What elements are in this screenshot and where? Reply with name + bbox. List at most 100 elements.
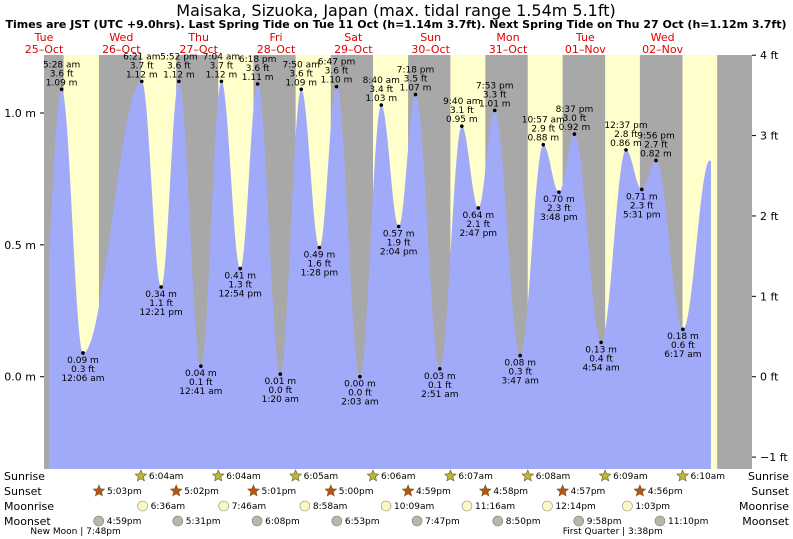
chart-subtitle: Times are JST (UTC +9.0hrs). Last Spring… (6, 18, 787, 31)
m-tick-label: 0.0 m (4, 371, 36, 384)
tide-label: 0.0 ft (348, 389, 372, 399)
row-label-right: Moonset (742, 515, 789, 528)
day-name: Sun (420, 31, 441, 44)
sunset-icon (247, 484, 260, 497)
tide-point (334, 84, 339, 89)
tide-label: 0.01 m (264, 377, 296, 387)
tide-label: 1.11 m (242, 73, 274, 83)
moonset-time: 7:47pm (425, 517, 460, 527)
day-date: 30–Oct (411, 43, 450, 56)
moonset-icon (93, 515, 105, 527)
tide-label: 0.09 m (67, 356, 99, 366)
tide-point (379, 103, 384, 107)
tide-point (177, 79, 181, 84)
tide-label: 12:54 pm (219, 290, 262, 300)
tide-label: 12:37 pm (604, 121, 647, 131)
sunset-time: 5:00pm (339, 487, 374, 497)
tide-label: 7:50 am (283, 60, 320, 70)
moonrise-icon (542, 500, 553, 512)
moonset-time: 6:53pm (345, 517, 380, 527)
tide-point (681, 327, 685, 332)
day-date: 28–Oct (257, 43, 296, 56)
sun-moon-events: Sunrise Sunrise Sunset Sunset Moonrise Moonri… (4, 469, 790, 537)
day-name: Mon (496, 31, 519, 44)
sunrise-icon (598, 469, 612, 482)
moonrise-icon (380, 500, 392, 512)
tide-label: 3.7 ft (130, 61, 154, 71)
tide-point (518, 353, 522, 358)
moonset-time: 6:08pm (265, 517, 300, 527)
sunrise-time: 6:09am (613, 472, 648, 482)
sunrise-time: 6:08am (536, 472, 571, 482)
tide-label: 7:18 pm (397, 66, 435, 76)
day-date: 25–Oct (25, 43, 64, 56)
sunset-icon (401, 484, 415, 497)
tide-label: 0.57 m (383, 229, 415, 239)
ft-tick-label: 4 ft (760, 49, 779, 62)
tide-point (81, 351, 85, 355)
moon-phase-label: First Quarter | 3:38pm (563, 527, 663, 537)
tide-label: 2.3 ft (630, 201, 654, 211)
sunset-icon (324, 484, 338, 497)
sunrise-icon (366, 469, 380, 482)
tide-label: 2.7 ft (644, 140, 668, 150)
tide-label: 3.6 ft (246, 64, 270, 74)
chart-title: Maisaka, Sizuoka, Japan (max. tidal rang… (176, 1, 615, 20)
moonrise-time: 8:58am (313, 502, 348, 512)
sunrise-icon (676, 469, 689, 482)
tide-label: 0.64 m (462, 211, 494, 221)
sunset-time: 4:56pm (648, 487, 683, 497)
tide-label: 1.01 m (479, 99, 511, 109)
tide-point (59, 87, 64, 92)
tide-point (139, 79, 144, 84)
tide-label: 2:51 am (421, 390, 458, 400)
day-date: 01–Nov (565, 43, 606, 56)
tide-label: 1.9 ft (387, 238, 411, 248)
tide-label: 1.1 ft (149, 299, 173, 309)
sunset-time: 5:02pm (184, 487, 219, 497)
tide-label: 3.6 ft (167, 61, 191, 71)
tide-label: 7:53 pm (476, 81, 514, 91)
tide-label: 2.9 ft (531, 125, 555, 135)
day-name: Tue (575, 31, 595, 44)
sunset-time: 4:57pm (571, 487, 606, 497)
tide-label: 0.1 ft (428, 381, 452, 391)
ft-tick-label: 0 ft (760, 371, 779, 384)
day-name: Fri (269, 31, 282, 44)
moonset-icon (331, 515, 343, 527)
tide-point (278, 372, 283, 376)
moonrise-icon (218, 500, 229, 512)
tide-point (599, 340, 603, 345)
tide-label: 5:52 pm (160, 52, 198, 62)
tide-label: 2.1 ft (466, 220, 490, 230)
tide-label: 12:41 am (179, 387, 222, 397)
tide-label: 0.70 m (543, 195, 575, 205)
day-labels: Tue25–OctWed26–OctThu27–OctFri28–OctSat2… (25, 31, 684, 56)
tide-point (639, 187, 644, 192)
moonrise-time: 1:03pm (635, 502, 670, 512)
sunset-time: 5:03pm (107, 487, 142, 497)
tide-label: 3.3 ft (483, 90, 507, 100)
tide-label: 1:28 pm (301, 268, 339, 278)
sunset-icon (92, 484, 106, 497)
tide-label: 0.00 m (344, 380, 376, 390)
tide-label: 0.88 m (527, 134, 559, 144)
tide-label: 3.6 ft (325, 67, 349, 77)
tide-label: 1.6 ft (308, 259, 332, 269)
tide-point (199, 364, 203, 368)
moonrise-icon (137, 500, 148, 512)
tide-point (624, 148, 628, 152)
tide-label: 3:48 pm (540, 213, 578, 223)
day-name: Wed (109, 31, 133, 44)
tide-label: 2.3 ft (547, 204, 571, 214)
tide-label: 3.7 ft (210, 61, 234, 71)
tide-label: 0.92 m (559, 123, 591, 133)
sunrise-icon (443, 469, 457, 482)
ft-tick-label: 3 ft (760, 130, 779, 143)
tide-label: 6:17 am (664, 350, 701, 360)
moonset-time: 8:50pm (506, 517, 541, 527)
tide-label: 0.95 m (446, 115, 478, 125)
row-label-right: Sunset (751, 485, 789, 498)
moonset-icon (172, 515, 184, 527)
tide-point (413, 92, 418, 97)
